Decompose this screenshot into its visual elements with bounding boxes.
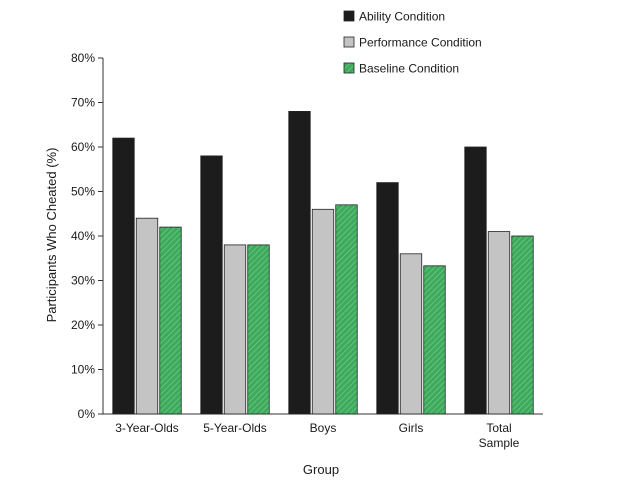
y-tick-label: 0% xyxy=(78,407,96,421)
bar-ability-condition xyxy=(464,146,487,415)
x-tick-label: Girls xyxy=(399,421,424,435)
legend-label: Ability Condition xyxy=(359,10,445,24)
bar-ability-condition xyxy=(288,111,311,415)
bar-baseline-condition xyxy=(159,226,182,415)
legend-swatch xyxy=(343,10,355,22)
y-tick-label: 30% xyxy=(71,274,95,288)
x-tick-label: 3-Year-Olds xyxy=(115,421,179,435)
bar-baseline-condition xyxy=(423,265,446,415)
y-tick-label: 20% xyxy=(71,318,95,332)
y-tick-label: 70% xyxy=(71,96,95,110)
x-axis: 3-Year-Olds 5-Year-Olds Boys Girls Total Samp… xyxy=(103,413,543,450)
bar-performance-condition xyxy=(399,253,423,415)
bar-performance-condition xyxy=(223,244,247,415)
legend-swatch xyxy=(343,36,355,48)
y-tick-label: 60% xyxy=(71,140,95,154)
y-tick-label: 40% xyxy=(71,229,95,243)
x-tick-label: Total Sample xyxy=(479,421,520,450)
bars xyxy=(112,111,534,415)
legend-label: Performance Condition xyxy=(359,36,482,50)
y-tick-label: 80% xyxy=(71,51,95,65)
bar-ability-condition xyxy=(200,155,223,415)
bar-baseline-condition xyxy=(335,204,358,415)
y-axis-title: Participants Who Cheated (%) xyxy=(44,148,59,323)
y-tick-label: 10% xyxy=(71,363,95,377)
legend-swatch xyxy=(343,62,355,74)
bar-performance-condition xyxy=(135,217,159,415)
legend-label: Baseline Condition xyxy=(359,62,459,76)
bar-baseline-condition xyxy=(247,244,270,415)
bar-performance-condition xyxy=(487,231,511,415)
x-tick-label: Boys xyxy=(310,421,337,435)
x-tick-label: 5-Year-Olds xyxy=(203,421,267,435)
y-tick-label: 50% xyxy=(71,185,95,199)
y-axis: 0% 10% 20% 30% 40% 50% 60% 70% 80% xyxy=(71,51,104,421)
bar-ability-condition xyxy=(376,182,399,415)
bar-performance-condition xyxy=(311,208,335,415)
x-axis-title: Group xyxy=(303,462,339,477)
bar-ability-condition xyxy=(112,137,135,415)
legend: Ability Condition Performance Condition Ba… xyxy=(343,10,482,76)
bar-baseline-condition xyxy=(511,235,534,415)
